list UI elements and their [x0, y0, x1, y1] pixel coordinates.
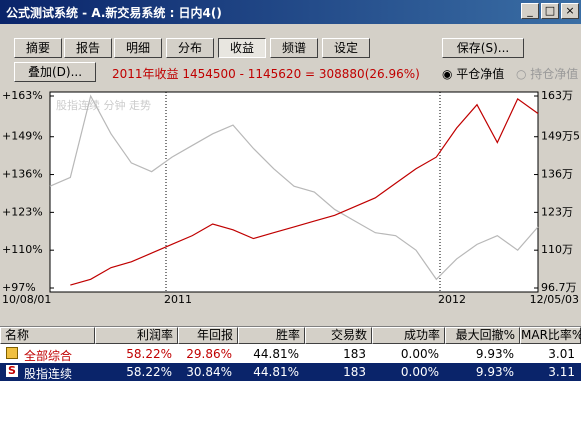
y2-tick-label: 136万: [541, 168, 573, 181]
tab[interactable]: 报告: [64, 38, 112, 58]
x-label: 2011: [164, 293, 192, 306]
summary: 2011年收益 1454500 - 1145620 = 308880(26.96…: [112, 67, 420, 81]
table-cell: 30.84%: [186, 365, 232, 379]
series-line: [70, 98, 539, 286]
minimize[interactable]: _: [521, 3, 539, 19]
column-header[interactable]: 最大回撤%: [445, 327, 520, 344]
chart-legend: 股指连续 分钟 走势: [56, 98, 151, 112]
folder-icon: [6, 347, 18, 359]
column-header[interactable]: 名称: [0, 327, 95, 344]
table: 名称 利润率 年回报 胜率 交易数 成功率 最大回撤% MAR比率% 全部综合 58.22% 29.…: [0, 326, 581, 445]
y-tick-label: +136%: [2, 168, 43, 181]
maximize[interactable]: □: [541, 3, 559, 19]
tab[interactable]: 收益: [218, 38, 266, 58]
y-tick-label: +149%: [2, 130, 43, 143]
table-cell: 股指连续: [24, 367, 73, 381]
y2-tick-label: 96.7万: [541, 281, 577, 294]
save-button[interactable]: 保存(S)...: [442, 38, 524, 58]
tab[interactable]: 摘要: [14, 38, 62, 58]
y2-tick-label: 110万: [541, 243, 573, 256]
series-line: [49, 94, 539, 281]
row-icon: S: [6, 365, 18, 377]
tab[interactable]: 明细: [114, 38, 162, 58]
table-cell: 44.81%: [253, 347, 299, 361]
radio-label: 持仓净值: [530, 67, 579, 81]
y-tick-label: +163%: [2, 89, 43, 102]
x-label: 2012: [438, 293, 466, 306]
radio-closed[interactable]: ◉ 平仓净值: [442, 67, 505, 81]
window-title: 公式测试系统 - A.新交易系统 : 日内4(): [6, 6, 222, 20]
chart: 股指连续 分钟 走势 +163% +149% +136% +123% +110% +97%…: [2, 89, 580, 306]
table-cell: 3.11: [548, 365, 575, 379]
column-header[interactable]: 成功率: [372, 327, 445, 344]
table-cell: 0.00%: [400, 347, 439, 361]
radio-label: 平仓净值: [456, 67, 505, 81]
y2-tick-label: 149万5: [541, 130, 580, 143]
radio-open[interactable]: ○ 持仓净值: [516, 67, 579, 81]
x-label: 10/08/01: [2, 293, 51, 306]
table-cell: 3.01: [548, 347, 575, 361]
close[interactable]: ×: [561, 3, 579, 19]
table-row[interactable]: 全部综合 58.22% 29.86% 44.81% 183 0.00% 9.93% 3.01: [0, 345, 581, 363]
table-cell: 44.81%: [253, 365, 299, 379]
table-cell: 9.93%: [475, 347, 514, 361]
column-header[interactable]: 年回报: [178, 327, 238, 344]
table-cell: 183: [343, 347, 366, 361]
column-header[interactable]: 交易数: [305, 327, 372, 344]
table-cell: 0.00%: [400, 365, 439, 379]
tab[interactable]: 分布: [166, 38, 214, 58]
title-bar: 公式测试系统 - A.新交易系统 : 日内4() _ □ ×: [0, 0, 581, 24]
column-header[interactable]: 利润率: [95, 327, 178, 344]
overlay-button[interactable]: 叠加(D)...: [14, 62, 96, 82]
table-cell: 9.93%: [475, 365, 514, 379]
tab[interactable]: 设定: [322, 38, 370, 58]
column-header[interactable]: 胜率: [238, 327, 305, 344]
y2-tick-label: 123万: [541, 205, 573, 218]
y-tick-label: +123%: [2, 205, 43, 218]
y-tick-label: +97%: [2, 281, 36, 294]
table-row[interactable]: S 股指连续 58.22% 30.84% 44.81% 183 0.00% 9.93% 3.11: [0, 363, 581, 381]
x-label: 12/05/03: [530, 293, 579, 306]
plot-area: [49, 91, 539, 293]
table-cell: 58.22%: [126, 365, 172, 379]
table-cell: 183: [343, 365, 366, 379]
table-cell: 58.22%: [126, 347, 172, 361]
tab[interactable]: 频谱: [270, 38, 318, 58]
table-cell: 全部综合: [24, 349, 73, 363]
table-cell: 29.86%: [186, 347, 232, 361]
column-header[interactable]: MAR比率%: [520, 327, 581, 344]
y-tick-label: +110%: [2, 243, 43, 256]
y2-tick-label: 163万: [541, 89, 573, 102]
